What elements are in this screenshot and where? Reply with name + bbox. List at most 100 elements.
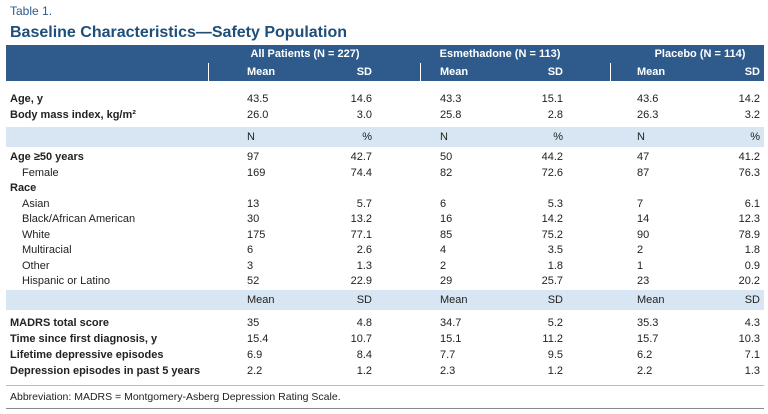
column-header: N	[440, 131, 448, 143]
cell: 10.7	[350, 332, 372, 345]
cell: 41.2	[738, 151, 760, 163]
row-label: Race	[10, 182, 37, 194]
subheader-band	[6, 127, 764, 147]
cell: 50	[440, 151, 453, 163]
cell: 3.2	[744, 109, 760, 121]
cell: 7.1	[744, 348, 760, 361]
row-label: Hispanic or Latino	[22, 275, 111, 287]
header-band	[6, 45, 764, 81]
cell: 1.3	[744, 364, 760, 377]
cell: 7.7	[440, 348, 456, 361]
subheader-band	[6, 289, 764, 310]
cell: 2.8	[547, 109, 563, 121]
cell: 1.8	[744, 244, 760, 256]
cell: 7	[637, 197, 644, 210]
cell: 6.2	[637, 348, 653, 361]
row-label: White	[22, 228, 51, 241]
cell: 34.7	[440, 316, 462, 329]
group-header: Esmethadone (N = 113)	[439, 48, 561, 60]
cell: 1.2	[356, 364, 372, 377]
cell: 23	[637, 275, 650, 287]
column-divider	[208, 63, 209, 81]
cell: 26.3	[637, 109, 659, 121]
cell: 4.8	[356, 316, 372, 329]
cell: 2.3	[440, 364, 456, 377]
column-header: SD	[744, 293, 760, 306]
column-header: %	[362, 131, 372, 143]
row-label: Age, y	[10, 93, 44, 105]
cell: 15.4	[247, 332, 269, 345]
cell: 13	[247, 197, 260, 210]
cell: 97	[247, 151, 260, 163]
cell: 52	[247, 275, 260, 287]
cell: 3.5	[547, 244, 563, 256]
cell: 12.3	[738, 213, 760, 225]
row-label: Lifetime depressive episodes	[10, 348, 164, 361]
table-title: Baseline Characteristics—Safety Populati…	[10, 24, 347, 41]
cell: 1.3	[356, 259, 372, 272]
cell: 6.1	[744, 197, 760, 210]
group-header: All Patients (N = 227)	[250, 48, 360, 60]
cell: 6	[247, 244, 254, 256]
cell: 14.2	[738, 93, 760, 105]
cell: 43.6	[637, 93, 659, 105]
row-label: Female	[22, 166, 59, 179]
row-label: Body mass index, kg/m²	[10, 109, 136, 121]
cell: 5.2	[547, 316, 563, 329]
cell: 16	[440, 213, 453, 225]
cell: 0.9	[744, 259, 760, 272]
cell: 1.8	[547, 259, 563, 272]
column-divider	[610, 63, 611, 81]
cell: 10.3	[738, 332, 760, 345]
column-header: %	[750, 131, 760, 143]
cell: 14.2	[541, 213, 563, 225]
cell: 15.1	[541, 93, 563, 105]
cell: 20.2	[738, 275, 760, 287]
column-header: N	[637, 131, 645, 143]
column-header: SD	[547, 293, 563, 306]
rule	[6, 384, 764, 386]
cell: 5.3	[547, 197, 563, 210]
cell: 1.2	[547, 364, 563, 377]
column-header: N	[247, 131, 255, 143]
column-header: %	[553, 131, 563, 143]
cell: 11.2	[542, 332, 563, 345]
cell: 85	[440, 228, 453, 241]
column-header: SD	[356, 66, 372, 78]
column-header: Mean	[637, 293, 665, 306]
cell: 3	[247, 259, 254, 272]
cell: 76.3	[738, 166, 760, 179]
cell: 15.1	[440, 332, 462, 345]
footnote: Abbreviation: MADRS = Montgomery-Asberg …	[10, 390, 341, 403]
cell: 22.9	[350, 275, 372, 287]
table-label: Table 1.	[10, 4, 53, 18]
column-divider	[420, 63, 421, 81]
cell: 175	[247, 228, 266, 241]
cell: 2	[440, 259, 447, 272]
cell: 8.4	[356, 348, 372, 361]
column-header: Mean	[440, 66, 469, 78]
cell: 47	[637, 151, 650, 163]
cell: 14.6	[350, 93, 372, 105]
cell: 29	[440, 275, 453, 287]
cell: 1	[637, 259, 644, 272]
row-label: Black/African American	[22, 213, 136, 225]
cell: 43.3	[440, 93, 462, 105]
cell: 2.6	[356, 244, 372, 256]
row-label: Multiracial	[22, 244, 72, 256]
rule	[6, 407, 764, 409]
cell: 35.3	[637, 316, 659, 329]
cell: 30	[247, 213, 260, 225]
column-header: Mean	[247, 293, 275, 306]
cell: 25.8	[440, 109, 462, 121]
cell: 72.6	[541, 166, 563, 179]
column-header: SD	[356, 293, 372, 306]
column-header: Mean	[637, 66, 666, 78]
cell: 6.9	[247, 348, 263, 361]
column-header: SD	[547, 66, 563, 78]
row-label: Asian	[22, 197, 50, 210]
cell: 5.7	[356, 197, 372, 210]
row-label: MADRS total score	[10, 316, 110, 329]
column-header: Mean	[440, 293, 468, 306]
